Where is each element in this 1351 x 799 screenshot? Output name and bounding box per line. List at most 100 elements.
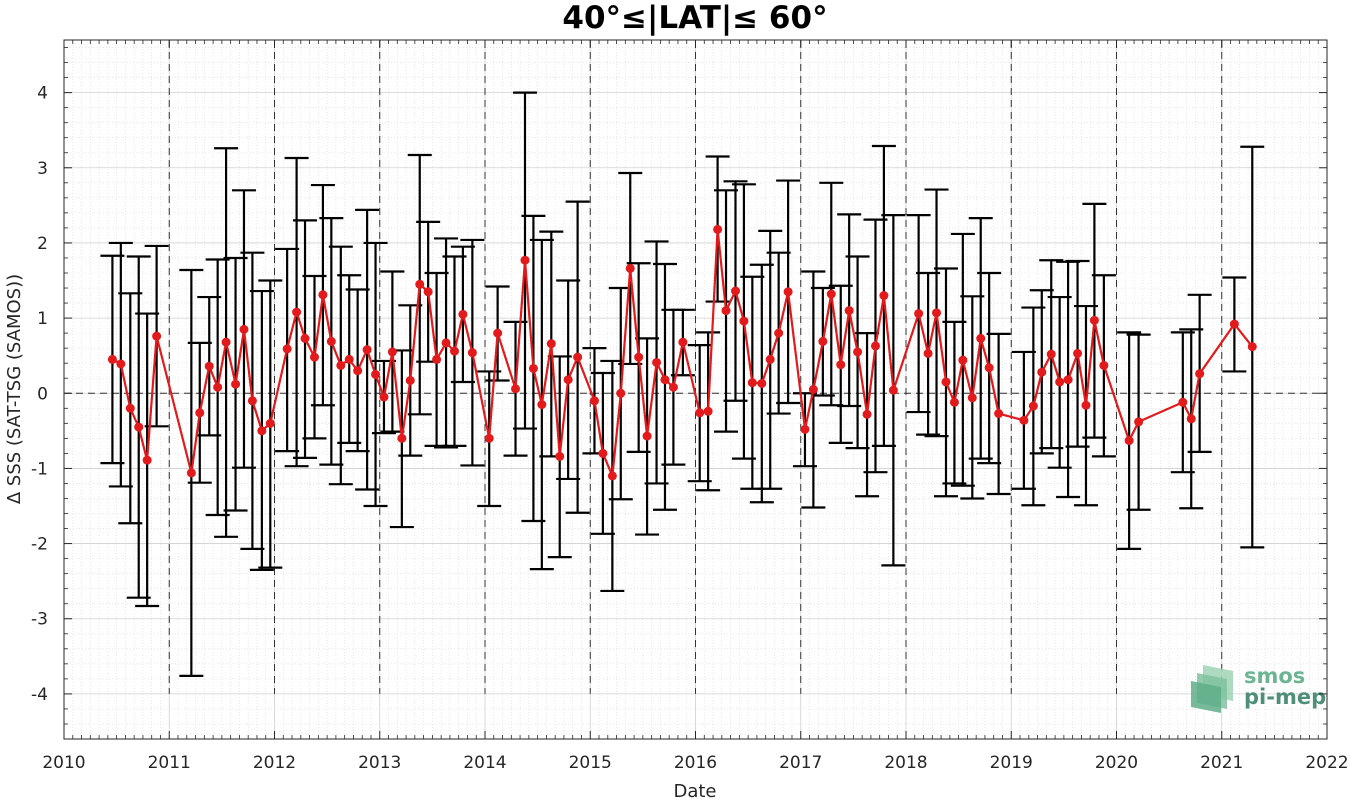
- data-point: [967, 393, 977, 403]
- y-tick-label: 1: [37, 309, 48, 329]
- data-point: [300, 333, 310, 343]
- data-point: [186, 468, 196, 478]
- data-point: [818, 336, 828, 346]
- y-tick-label: -1: [31, 459, 48, 479]
- data-point: [353, 366, 363, 376]
- data-point: [598, 448, 608, 458]
- data-point: [458, 309, 468, 319]
- data-point: [652, 357, 662, 367]
- data-point: [1055, 377, 1065, 387]
- data-point: [668, 382, 678, 392]
- y-tick-label: -2: [31, 535, 48, 555]
- year-separators: [168, 40, 1223, 694]
- data-point: [265, 418, 275, 428]
- logo-text-pi-mep: pi-mep: [1244, 685, 1326, 709]
- data-point: [888, 385, 898, 395]
- data-point: [282, 344, 292, 354]
- x-tick-label: 2016: [674, 753, 717, 773]
- x-axis-label: Date: [673, 781, 716, 799]
- data-point: [134, 422, 144, 432]
- y-tick-label: -4: [31, 685, 48, 705]
- data-point: [1037, 367, 1047, 377]
- data-point: [362, 345, 372, 355]
- axis-ticks: [63, 40, 1328, 740]
- data-point: [415, 279, 425, 289]
- x-tick-label: 2011: [148, 753, 191, 773]
- data-point: [493, 328, 503, 338]
- data-point: [1089, 315, 1099, 325]
- x-tick-label: 2014: [463, 753, 506, 773]
- data-point: [660, 375, 670, 385]
- error-bar: [652, 262, 677, 511]
- data-point: [625, 263, 635, 273]
- y-tick-label: 3: [37, 159, 48, 179]
- data-point: [309, 352, 319, 362]
- smos-pi-mep-logo: smos pi-mep: [1191, 664, 1326, 713]
- data-point: [634, 352, 644, 362]
- y-tick-label: 2: [37, 234, 48, 254]
- data-point: [958, 355, 968, 365]
- data-point: [695, 408, 705, 418]
- data-point: [721, 306, 731, 316]
- data-point: [879, 291, 889, 301]
- data-point: [537, 400, 547, 410]
- x-tick-label: 2013: [358, 753, 401, 773]
- x-tick-label: 2012: [253, 753, 296, 773]
- data-point: [923, 348, 933, 358]
- data-point: [616, 388, 626, 398]
- data-point: [318, 290, 328, 300]
- data-point: [467, 348, 477, 358]
- logo-graphic: [1191, 665, 1233, 713]
- data-point: [379, 392, 389, 402]
- data-point: [484, 433, 494, 443]
- data-point: [204, 361, 214, 371]
- x-tick-label: 2022: [1305, 753, 1348, 773]
- data-point: [914, 309, 924, 319]
- chart-title: 40°≤|LAT|≤ 60°: [562, 0, 827, 36]
- data-point: [546, 339, 556, 349]
- x-tick-label: 2021: [1200, 753, 1243, 773]
- x-tick-label: 2017: [779, 753, 822, 773]
- x-tick-label: 2018: [884, 753, 927, 773]
- data-point: [555, 451, 565, 461]
- data-point: [1186, 414, 1196, 424]
- data-point: [1124, 436, 1134, 446]
- data-point: [1195, 369, 1205, 379]
- data-point: [1073, 348, 1083, 358]
- data-point: [783, 287, 793, 297]
- x-tick-label: 2015: [569, 753, 612, 773]
- data-point: [195, 408, 205, 418]
- data-point: [976, 333, 986, 343]
- y-tick-label: 4: [37, 84, 48, 104]
- data-point: [1063, 375, 1073, 385]
- x-tick-label: 2010: [42, 753, 85, 773]
- data-point: [1019, 415, 1029, 425]
- series-markers: [107, 224, 1257, 481]
- data-point: [397, 433, 407, 443]
- x-tick-labels: 2010 2011 2012 2013 2014 2015 2016 2017 2018 2019…: [42, 753, 1348, 773]
- data-point: [607, 471, 617, 481]
- data-point: [1178, 397, 1188, 407]
- data-point: [844, 306, 854, 316]
- data-point: [703, 406, 713, 416]
- data-point: [1028, 401, 1038, 411]
- data-point: [932, 308, 942, 318]
- data-point: [678, 337, 688, 347]
- data-point: [405, 375, 415, 385]
- data-point: [642, 431, 652, 441]
- data-point: [221, 337, 231, 347]
- data-point: [239, 324, 249, 334]
- data-point: [423, 287, 433, 297]
- data-point: [747, 378, 757, 388]
- series-line: [111, 229, 1254, 477]
- data-point: [826, 289, 836, 299]
- data-point: [1099, 360, 1109, 370]
- data-point: [449, 346, 459, 356]
- data-point: [125, 403, 135, 413]
- data-point: [292, 307, 302, 317]
- data-point: [152, 331, 162, 341]
- x-tick-label: 2019: [990, 753, 1033, 773]
- data-point: [247, 396, 257, 406]
- data-point: [765, 354, 775, 364]
